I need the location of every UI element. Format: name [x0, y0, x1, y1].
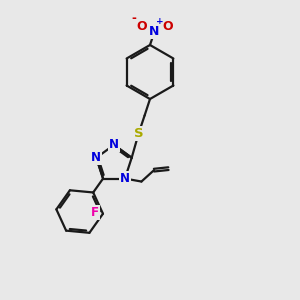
Text: N: N — [109, 138, 119, 152]
Text: S: S — [134, 127, 143, 140]
Text: +: + — [156, 17, 164, 26]
Text: O: O — [136, 20, 147, 33]
Text: O: O — [162, 20, 173, 33]
Text: N: N — [91, 151, 101, 164]
Text: N: N — [120, 172, 130, 185]
Text: F: F — [91, 206, 99, 219]
Text: -: - — [131, 12, 136, 25]
Text: N: N — [149, 25, 160, 38]
